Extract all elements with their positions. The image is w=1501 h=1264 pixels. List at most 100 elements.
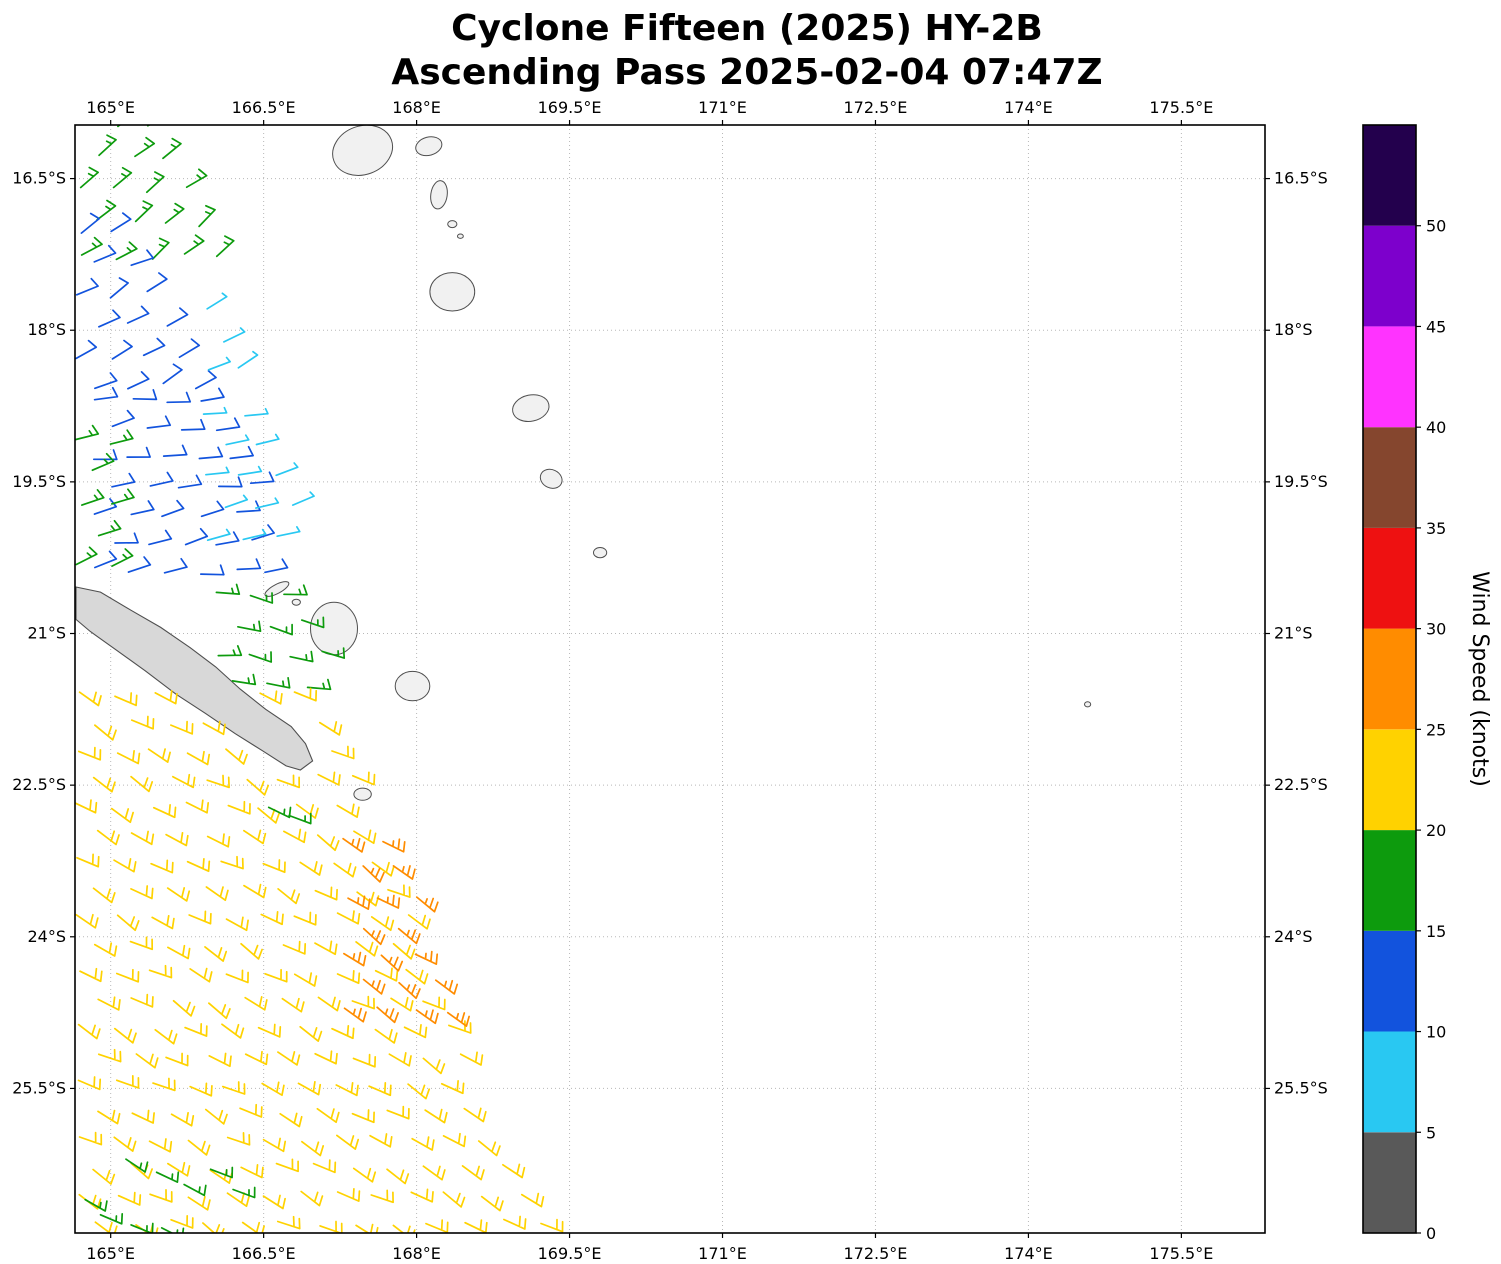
wind-barb-extra [155, 1171, 180, 1183]
wind-barb-extra [183, 1183, 207, 1197]
island-coastline [353, 787, 372, 801]
island-coastline [593, 547, 608, 559]
x-tick-label-bottom: 168°E [392, 1244, 441, 1263]
colorbar-tick-label: 10 [1426, 1023, 1446, 1042]
x-tick-label-top: 172.5°E [844, 98, 908, 117]
x-tick-label-bottom: 165°E [86, 1244, 135, 1263]
colorbar-border [1362, 124, 1417, 1234]
wind-barbs-west-green-strip [75, 424, 135, 567]
colorbar-tick-label: 30 [1426, 620, 1446, 639]
y-tick-label-left: 19.5°S [12, 472, 66, 491]
colorbar-segment [1363, 930, 1416, 1032]
wind-barbs-mid-band-cyan [202, 406, 315, 542]
x-tick-label-top: 171°E [698, 98, 747, 117]
island-coastline [447, 220, 458, 229]
colorbar-tick-label: 25 [1426, 720, 1446, 739]
y-tick-label-right: 18°S [1274, 320, 1313, 339]
y-tick-label-right: 22.5°S [1274, 775, 1328, 794]
x-tick-label-bottom: 174°E [1004, 1244, 1053, 1263]
wind-barb-extra [130, 1222, 154, 1235]
colorbar-tick-label: 45 [1426, 317, 1446, 336]
y-tick-label-right: 16.5°S [1274, 169, 1328, 188]
colorbar-axis-label: Wind Speed (knots) [1467, 571, 1492, 787]
colorbar-tick-label: 50 [1426, 217, 1446, 236]
mask-top [0, 0, 1501, 125]
island-coastline [264, 581, 290, 597]
wind-barbs-swath-edge-orange [342, 837, 470, 1027]
colorbar-tick-label: 15 [1426, 922, 1446, 941]
chart-title-line1: Cyclone Fifteen (2025) HY-2B [451, 8, 1043, 49]
island-coastline [430, 180, 448, 210]
colorbar-tick-label: 40 [1426, 418, 1446, 437]
colorbar-segment [1363, 1132, 1416, 1233]
map-area [75, 125, 1265, 1233]
island-coastline [332, 124, 394, 176]
colorbar-segment [1363, 527, 1416, 629]
y-tick-label-right: 24°S [1274, 927, 1313, 946]
y-tick-label-left: 25.5°S [12, 1078, 66, 1097]
x-tick-label-top: 169.5°E [538, 98, 602, 117]
x-tick-label-bottom: 171°E [698, 1244, 747, 1263]
x-tick-label-bottom: 175.5°E [1149, 1244, 1213, 1263]
colorbar-tick-label: 0 [1426, 1224, 1436, 1243]
colorbar-tick-label: 35 [1426, 519, 1446, 538]
mask-bottom [0, 1233, 1501, 1264]
island-coastline [429, 272, 476, 312]
y-tick-label-left: 24°S [27, 927, 66, 946]
y-tick-label-right: 19.5°S [1274, 472, 1328, 491]
colorbar-segment [1363, 1031, 1416, 1133]
wind-barb-extra [209, 1166, 234, 1179]
colorbar-segment [1363, 225, 1416, 327]
y-tick-label-left: 16.5°S [12, 169, 66, 188]
plot-border [74, 124, 1266, 1234]
wind-barbs-north-cyan-edge [206, 292, 259, 371]
y-tick-label-left: 22.5°S [12, 775, 66, 794]
y-tick-label-left: 18°S [27, 320, 66, 339]
wind-barb-extra [125, 1158, 149, 1173]
colorbar-segment [1363, 125, 1416, 226]
island-coastline [415, 136, 443, 157]
x-tick-label-top: 174°E [1004, 98, 1053, 117]
island-coastline [394, 670, 431, 702]
island-coastline [457, 233, 464, 239]
wind-barb-extra [232, 1186, 256, 1199]
wind-barb-extra [288, 812, 312, 825]
grande-terre-coastline [75, 586, 314, 771]
axes-frame: 165°E 165°E 166.5°E 166.5°E 168°E 168°E 169.5°… [12, 98, 1446, 1263]
colorbar-tick-label: 20 [1426, 821, 1446, 840]
wind-barbs-south-yellow [73, 687, 564, 1241]
wind-barb-extra [99, 1212, 124, 1225]
wind-barbs-north-blue [75, 212, 217, 390]
x-tick-label-top: 166.5°E [232, 98, 296, 117]
wind-barb-extra [84, 1198, 108, 1212]
x-tick-label-top: 165°E [86, 98, 135, 117]
mask-left [0, 0, 75, 1264]
y-tick-label-right: 21°S [1274, 624, 1313, 643]
x-tick-label-bottom: 169.5°E [538, 1244, 602, 1263]
map-content [73, 101, 1265, 1241]
island-coastline [291, 598, 301, 606]
x-tick-label-bottom: 172.5°E [844, 1244, 908, 1263]
colorbar-segment [1363, 830, 1416, 931]
colorbar-segment [1363, 729, 1416, 831]
y-tick-label-right: 25.5°S [1274, 1078, 1328, 1097]
island-coastline [1084, 701, 1092, 708]
island-coastline [310, 601, 358, 656]
x-tick-label-top: 168°E [392, 98, 441, 117]
colorbar-segment [1363, 326, 1416, 428]
island-coastline [539, 468, 563, 489]
colorbar-segment [1363, 427, 1416, 528]
figure-text: Cyclone Fifteen (2025) HY-2B Ascending P… [391, 8, 1492, 787]
wind-barbs-lagoon-green [215, 583, 346, 691]
colorbar-segment [1363, 628, 1416, 730]
chart-title-line2: Ascending Pass 2025-02-04 07:47Z [391, 52, 1102, 93]
island-coastline [512, 394, 550, 422]
colorbar-tick-label: 5 [1426, 1123, 1436, 1142]
x-tick-label-top: 175.5°E [1149, 98, 1213, 117]
x-tick-label-bottom: 166.5°E [232, 1244, 296, 1263]
y-tick-label-left: 21°S [27, 624, 66, 643]
